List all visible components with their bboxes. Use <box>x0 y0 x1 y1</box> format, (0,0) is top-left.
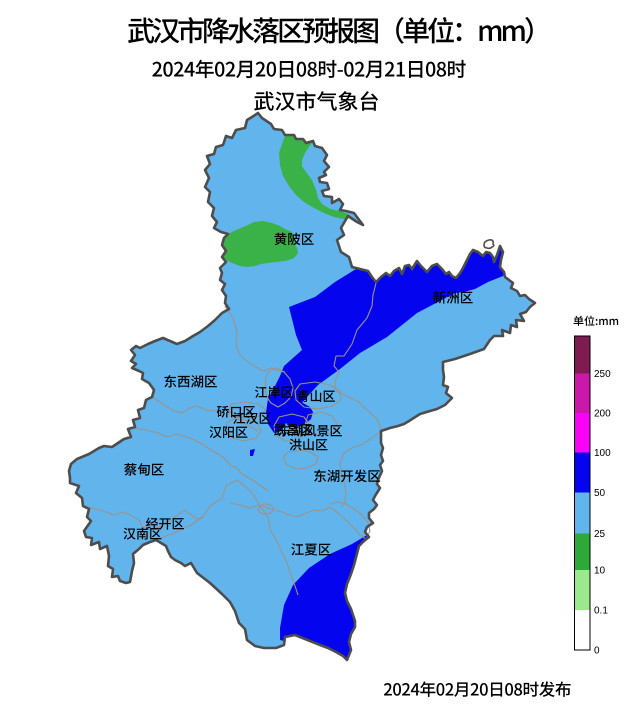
svg-text:0: 0 <box>594 646 600 657</box>
svg-text:50: 50 <box>594 488 606 499</box>
svg-text:100: 100 <box>594 448 611 459</box>
svg-text:200: 200 <box>594 409 611 420</box>
svg-text:10: 10 <box>594 566 606 577</box>
svg-text:0.1: 0.1 <box>594 606 608 617</box>
svg-text:25: 25 <box>594 529 606 540</box>
svg-text:250: 250 <box>594 369 611 380</box>
